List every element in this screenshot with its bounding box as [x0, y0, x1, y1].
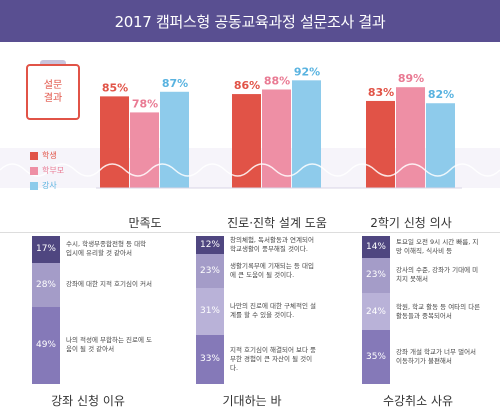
- segment-description: 강좌에 대한 지적 호기심이 커서: [66, 280, 153, 289]
- segment-description: 생활기록부에 기재되는 등 대입에 큰 도움이 될 것이다.: [230, 262, 314, 280]
- bar-value-label: 82%: [428, 88, 454, 101]
- segment-value-label: 28%: [35, 279, 56, 290]
- segment-value-label: 31%: [199, 306, 220, 317]
- stacked-segment: 35%: [362, 330, 390, 384]
- stacked-group-label: 기대하는 바: [222, 394, 282, 408]
- stacked-bar: 14% 23% 24% 35%: [362, 236, 390, 384]
- top-bar-chart: 85% 78% 87% 86% 88% 92% 83% 89% 82%: [0, 42, 500, 232]
- legend-item: 강사: [30, 178, 64, 193]
- stacked-segment: 28%: [32, 262, 60, 307]
- stacked-segment: 23%: [362, 257, 390, 294]
- segment-description: 창의체험, 독서활동과 연계되어 학교생활이 풍부해질 것이다.: [230, 235, 314, 253]
- legend-label: 강사: [42, 181, 57, 190]
- top-bar-chart-svg: 85% 78% 87% 86% 88% 92% 83% 89% 82%: [0, 65, 500, 189]
- segment-description: 지적 호기심이 해결되어 보다 풍부한 경험이 큰 자산이 될 것이다.: [230, 345, 317, 372]
- bar-value-label: 87%: [162, 77, 188, 90]
- legend-swatch: [30, 166, 38, 175]
- segment-value-label: 23%: [199, 266, 220, 277]
- category-label: 만족도: [128, 216, 162, 230]
- legend-item: 학생: [30, 148, 64, 163]
- segment-value-label: 24%: [365, 306, 386, 317]
- bar-2-2: [262, 89, 291, 188]
- segment-description: 토요일 오전 9시 시간 빠름, 지망 이해직, 식사비 등: [396, 237, 479, 255]
- stacked-bar-group: 창의체험, 독서활동과 연계되어 학교생활이 풍부해질 것이다. 생활기록부에 기…: [196, 235, 317, 384]
- stacked-segment: 14%: [362, 236, 390, 258]
- section-divider: [0, 232, 500, 233]
- legend-label: 학생: [42, 151, 57, 160]
- legend-swatch: [30, 151, 38, 160]
- stacked-segment: 23%: [196, 253, 224, 289]
- segment-value-label: 49%: [35, 340, 56, 351]
- bar-value-label: 88%: [264, 74, 290, 87]
- bar-2-1: [232, 94, 261, 188]
- bar-value-label: 89%: [398, 72, 424, 85]
- segment-description: 수시, 학생부종합전형 등 대학 입시에 유리할 것 같아서: [66, 240, 147, 258]
- segment-value-label: 23%: [365, 270, 386, 281]
- segment-description: 강좌 개설 학교가 너무 멀어서 이동하기가 불편해서: [396, 348, 477, 365]
- stacked-segment: 12%: [196, 236, 224, 254]
- bar-value-label: 92%: [294, 65, 320, 78]
- bar-1-2: [130, 112, 159, 188]
- bar-value-label: 86%: [234, 79, 260, 92]
- stacked-segment: 24%: [362, 293, 390, 331]
- legend-item: 학부모: [30, 163, 64, 178]
- segment-description: 학원, 학교 활동 등 여타의 다른 활동들과 중복되어서: [396, 302, 481, 320]
- stacked-bar: 17% 28% 49%: [32, 236, 60, 384]
- title-bar: 2017 캠퍼스형 공동교육과정 설문조사 결과: [0, 0, 500, 42]
- stacked-group-label: 강좌 신청 이유: [51, 394, 125, 408]
- segment-value-label: 17%: [35, 244, 56, 255]
- stacked-group-label: 수강취소 사유: [382, 394, 454, 408]
- survey-result-badge: 설문 결과: [26, 60, 80, 120]
- clipboard-icon: 설문 결과: [26, 64, 80, 120]
- bar-value-label: 78%: [132, 97, 158, 110]
- segment-value-label: 35%: [365, 352, 386, 362]
- segment-value-label: 33%: [199, 354, 220, 365]
- category-label: 진로·진학 설계 도움: [227, 216, 327, 230]
- legend-swatch: [30, 181, 38, 190]
- page-title: 2017 캠퍼스형 공동교육과정 설문조사 결과: [114, 12, 386, 31]
- segment-description: 나의 적성에 부합하는 진로에 도움이 될 것 같아서: [66, 336, 153, 354]
- badge-line-1: 설문: [43, 80, 63, 91]
- stacked-segment: 17%: [32, 236, 60, 263]
- segment-description: 강사의 수준, 강좌가 기대에 미치지 못해서: [396, 266, 479, 284]
- badge-line-2: 결과: [43, 93, 63, 104]
- stacked-bar: 12% 23% 31% 33%: [196, 236, 224, 384]
- bar-3-2: [396, 87, 425, 188]
- segment-value-label: 14%: [365, 241, 386, 252]
- legend-label: 학부모: [42, 166, 65, 175]
- bar-1-1: [100, 96, 129, 188]
- bar-value-label: 85%: [102, 81, 128, 94]
- segment-value-label: 12%: [199, 239, 220, 250]
- stacked-segment: 33%: [196, 334, 224, 384]
- segment-description: 나만의 진로에 대한 구체적인 설계를 할 수 있을 것이다.: [230, 302, 317, 320]
- bar-1-3: [160, 91, 189, 188]
- stacked-segment: 31%: [196, 288, 224, 335]
- category-label: 2학기 신청 의사: [370, 216, 452, 230]
- bar-value-label: 83%: [368, 86, 394, 99]
- stacked-segment: 49%: [32, 306, 60, 384]
- decorative-wave: [0, 163, 500, 177]
- bar-2-3: [292, 80, 321, 188]
